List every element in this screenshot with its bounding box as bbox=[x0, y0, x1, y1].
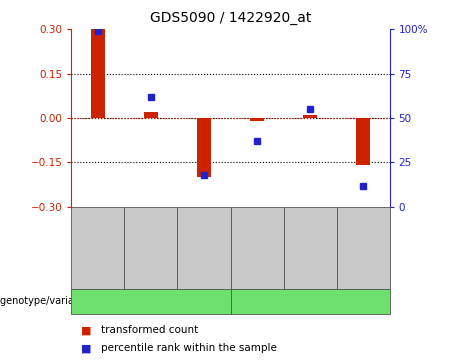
Text: cystatin B knockout Cstb-/-: cystatin B knockout Cstb-/- bbox=[90, 297, 212, 306]
Title: GDS5090 / 1422920_at: GDS5090 / 1422920_at bbox=[150, 11, 311, 25]
Text: GSM1151360: GSM1151360 bbox=[147, 220, 155, 276]
Bar bbox=[356, 118, 370, 166]
Text: GSM1151363: GSM1151363 bbox=[306, 220, 314, 276]
Text: percentile rank within the sample: percentile rank within the sample bbox=[101, 343, 278, 354]
Bar bbox=[250, 118, 264, 121]
Text: ■: ■ bbox=[81, 325, 91, 335]
Text: GSM1151361: GSM1151361 bbox=[200, 220, 208, 276]
Bar bbox=[303, 115, 317, 118]
Text: GSM1151364: GSM1151364 bbox=[359, 220, 367, 276]
Text: transformed count: transformed count bbox=[101, 325, 199, 335]
Text: ■: ■ bbox=[81, 343, 91, 354]
Text: GSM1151359: GSM1151359 bbox=[94, 220, 102, 276]
Bar bbox=[91, 29, 105, 118]
Text: genotype/variation ▶: genotype/variation ▶ bbox=[0, 296, 103, 306]
Text: GSM1151362: GSM1151362 bbox=[253, 220, 261, 276]
Bar bbox=[144, 112, 158, 118]
Text: wild type: wild type bbox=[284, 296, 336, 306]
Bar bbox=[197, 118, 211, 177]
